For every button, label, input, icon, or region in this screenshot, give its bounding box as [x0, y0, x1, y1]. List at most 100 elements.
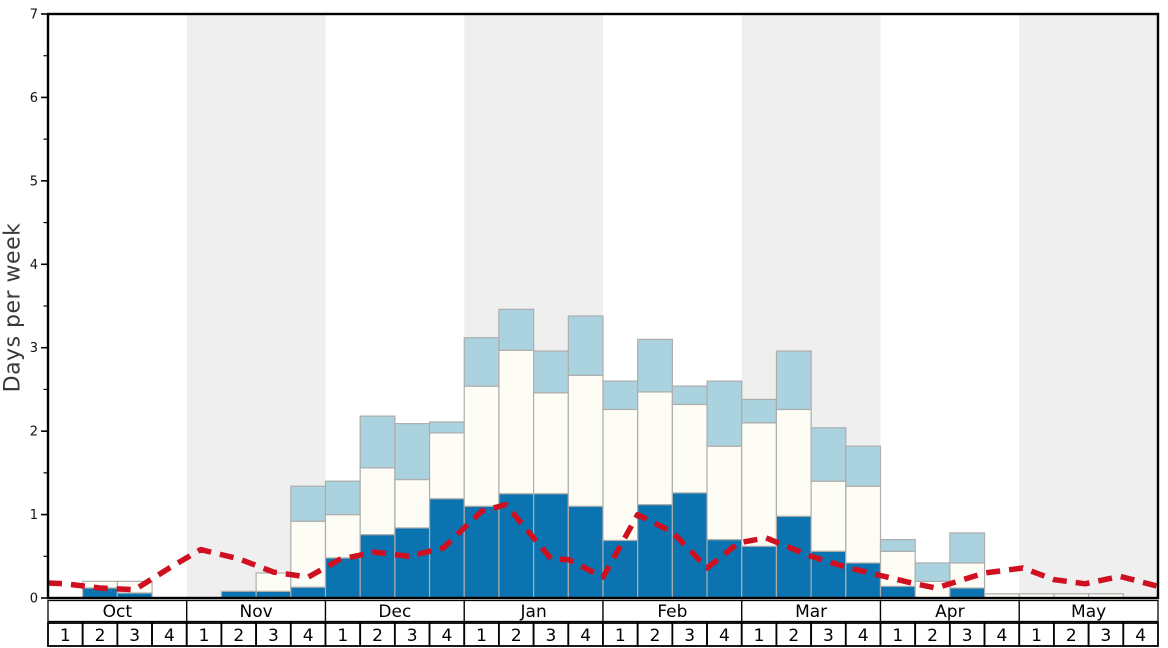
y-tick-label: 7	[30, 8, 38, 23]
week-number-label: 2	[511, 626, 522, 646]
month-label: May	[1071, 602, 1106, 622]
month-label: Dec	[378, 602, 411, 622]
month-label: Apr	[935, 602, 964, 622]
week-number-label: 2	[788, 626, 799, 646]
y-tick-label: 4	[30, 258, 38, 273]
bar-segment-light-blue-days	[394, 423, 431, 481]
bar-segment-dark-blue-days	[533, 493, 569, 599]
month-cell	[1018, 599, 1159, 623]
bar-segment-dark-blue-days	[949, 587, 986, 599]
bar-segment-dark-blue-days	[741, 545, 778, 599]
week-number-label: 2	[372, 626, 383, 646]
bar-segment-white-days	[706, 445, 743, 541]
week-number-label: 4	[580, 626, 591, 646]
week-cell	[1122, 622, 1159, 647]
week-number-label: 4	[164, 626, 175, 646]
bar-segment-light-blue-days	[706, 380, 743, 447]
bar-segment-white-days	[775, 408, 812, 517]
week-number-label: 3	[823, 626, 834, 646]
bar-segment-light-blue-days	[914, 562, 951, 582]
bar-segment-white-days	[567, 374, 604, 507]
week-number-label: 3	[962, 626, 973, 646]
bar-segment-light-blue-days	[775, 350, 812, 411]
bar-segment-white-days	[463, 385, 500, 507]
bar-segment-dark-blue-days	[428, 498, 465, 599]
week-number-label: 1	[337, 626, 348, 646]
bar-segment-dark-blue-days	[706, 538, 743, 599]
week-number-label: 2	[1066, 626, 1077, 646]
band-may	[1019, 14, 1158, 598]
week-number-label: 4	[303, 626, 314, 646]
week-number-label: 4	[1135, 626, 1146, 646]
y-tick-label: 0	[30, 592, 38, 607]
week-number-label: 4	[996, 626, 1007, 646]
bar-segment-dark-blue-days	[359, 533, 396, 599]
bar-segment-dark-blue-days	[290, 586, 327, 599]
bar-segment-dark-blue-days	[463, 505, 500, 599]
bar-segment-light-blue-days	[359, 415, 396, 469]
y-axis-label: Days per week	[0, 222, 26, 393]
week-row: 1 2 3 4 1 2 3 4 1 2 3 4 1 2 3 4 1 2 3 4 1 2 3 4 1 2 3 4 1 2 3 4	[47, 622, 1159, 647]
red-dashed-line	[47, 501, 1159, 593]
month-label: Nov	[240, 602, 273, 622]
bar-segment-dark-blue-days	[671, 492, 708, 599]
week-number-label: 3	[1101, 626, 1112, 646]
week-number-label: 3	[407, 626, 418, 646]
y-tick-label: 3	[30, 341, 38, 356]
y-tick-label: 1	[30, 508, 38, 523]
bar-segment-dark-blue-days	[567, 505, 604, 599]
bar-segment-white-days	[810, 480, 847, 552]
week-number-label: 1	[476, 626, 487, 646]
bar-segment-light-blue-days	[533, 350, 569, 394]
bar-segment-light-blue-days	[671, 385, 708, 406]
week-number-label: 1	[892, 626, 903, 646]
week-number-label: 2	[650, 626, 661, 646]
month-label: Feb	[657, 602, 687, 622]
week-number-label: 4	[441, 626, 452, 646]
week-number-label: 4	[858, 626, 869, 646]
y-tick-label: 2	[30, 425, 38, 440]
week-number-label: 2	[95, 626, 106, 646]
bar-segment-light-blue-days	[879, 538, 916, 552]
week-number-label: 1	[615, 626, 626, 646]
week-number-label: 3	[268, 626, 279, 646]
week-number-label: 2	[233, 626, 244, 646]
bar-segment-white-days	[671, 403, 708, 494]
bar-segment-white-days	[533, 392, 569, 495]
bar-segment-light-blue-days	[498, 308, 535, 351]
week-number-label: 2	[927, 626, 938, 646]
bar-segment-light-blue-days	[637, 338, 673, 393]
month-bands	[186, 14, 1158, 598]
bar-segment-dark-blue-days	[498, 493, 535, 599]
bar-segment-dark-blue-days	[394, 527, 431, 599]
bar-segment-white-days	[498, 349, 535, 495]
bar-segment-light-blue-days	[428, 421, 465, 434]
y-axis: 0 1 2 3 4 5 6 7	[30, 8, 48, 607]
week-number-label: 3	[546, 626, 557, 646]
bar-segment-light-blue-days	[949, 532, 986, 564]
month-label: Oct	[103, 602, 133, 622]
week-number-label: 3	[129, 626, 140, 646]
bar-segment-dark-blue-days	[775, 515, 812, 599]
y-tick-label: 5	[30, 174, 38, 189]
bar-segment-light-blue-days	[567, 315, 604, 376]
week-number-label: 1	[754, 626, 765, 646]
bar-segment-light-blue-days	[290, 485, 327, 522]
bar-segment-white-days	[359, 467, 396, 536]
y-tick-label: 6	[30, 91, 38, 106]
bar-segment-light-blue-days	[324, 480, 361, 516]
bar-segment-white-days	[741, 422, 778, 547]
week-number-label: 3	[684, 626, 695, 646]
bar-segment-white-days	[394, 478, 431, 529]
bar-segment-white-days	[602, 408, 639, 542]
bar-segment-white-days	[637, 391, 673, 506]
bar-segment-light-blue-days	[741, 398, 778, 424]
week-number-label: 4	[719, 626, 730, 646]
week-number-label: 1	[199, 626, 210, 646]
month-label: Mar	[795, 602, 827, 622]
bar-segment-dark-blue-days	[879, 585, 916, 599]
bar-segment-white-days	[845, 485, 882, 564]
bar-segment-light-blue-days	[810, 427, 847, 482]
